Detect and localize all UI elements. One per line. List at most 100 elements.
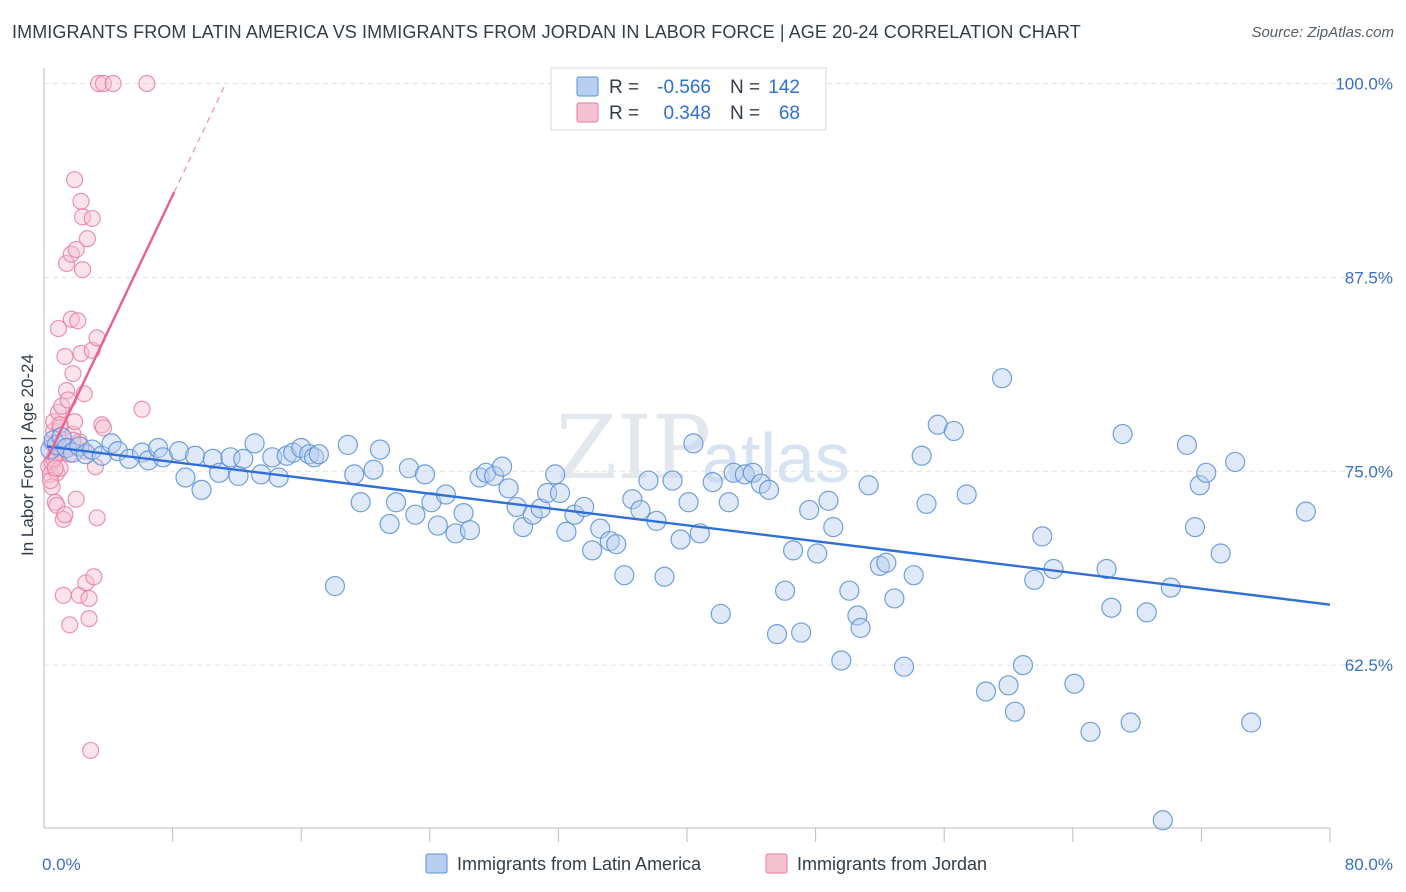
latin-america-point-41 (369, 439, 391, 460)
latin-america-point-52 (459, 520, 481, 541)
latin-america-point-123 (1080, 721, 1101, 742)
jordan-point-46 (82, 741, 100, 760)
latin-america-point-127 (1120, 712, 1141, 733)
latin-america-point-42 (379, 513, 400, 535)
latin-america-point-18 (175, 467, 196, 488)
y-tick-label-3: 100.0% (1335, 75, 1393, 94)
legend-r-value-2: 0.348 (663, 103, 711, 124)
latin-america-point-116 (998, 675, 1019, 696)
latin-america-point-125 (1101, 597, 1122, 618)
jordan-point-57 (104, 74, 122, 93)
latin-america-point-102 (850, 617, 871, 639)
latin-america-points (40, 368, 1316, 831)
latin-america-point-94 (791, 622, 812, 643)
latin-america-point-71 (606, 534, 627, 555)
latin-america-point-46 (414, 464, 436, 485)
latin-america-point-93 (782, 540, 804, 561)
latin-america-point-119 (1024, 569, 1045, 590)
latin-america-point-128 (1136, 602, 1157, 623)
y-tick-label-1: 75.0% (1345, 462, 1393, 481)
latin-america-point-120 (1032, 526, 1053, 547)
jordan-point-67 (46, 459, 64, 477)
latin-america-point-103 (858, 475, 879, 496)
latin-america-point-77 (654, 566, 675, 587)
jordan-point-49 (85, 568, 103, 586)
x-tick-label-min: 0.0% (42, 855, 81, 874)
latin-america-point-43 (385, 492, 407, 513)
jordan-trend-extension (173, 83, 227, 193)
jordan-point-32 (67, 490, 85, 508)
latin-america-point-136 (1225, 451, 1246, 473)
latin-america-point-92 (774, 580, 796, 601)
source-credit: Source: ZipAtlas.com (1251, 24, 1394, 41)
latin-america-point-87 (734, 464, 755, 485)
legend-n-value-1: 142 (768, 77, 800, 98)
jordan-point-30 (65, 413, 84, 431)
latin-america-point-138 (1295, 501, 1316, 522)
latin-america-point-99 (831, 650, 852, 671)
latin-america-trend-line (47, 445, 1331, 606)
latin-america-point-26 (244, 433, 265, 454)
latin-america-point-130 (1160, 577, 1181, 598)
latin-america-point-23 (220, 447, 241, 468)
latin-america-point-96 (807, 543, 828, 564)
latin-america-point-35 (308, 444, 329, 465)
legend-r-label-2: R = (609, 103, 639, 124)
latin-america-point-106 (884, 588, 905, 609)
jordan-point-60 (43, 478, 61, 496)
latin-america-point-122 (1064, 673, 1085, 694)
latin-america-point-38 (344, 464, 365, 485)
legend-blue-swatch (576, 76, 599, 97)
latin-america-point-63 (545, 464, 566, 485)
latin-america-point-29 (268, 467, 289, 488)
latin-america-point-117 (1004, 701, 1026, 722)
latin-america-point-28 (262, 447, 283, 468)
latin-america-point-100 (839, 580, 860, 601)
latin-america-point-17 (168, 441, 190, 462)
chart-title: IMMIGRANTS FROM LATIN AMERICA VS IMMIGRA… (12, 22, 1081, 42)
jordan-point-36 (72, 192, 90, 210)
latin-america-point-51 (453, 503, 474, 524)
legend-pink-swatch (576, 102, 599, 123)
latin-america-point-65 (556, 521, 577, 542)
latin-america-point-95 (799, 499, 820, 521)
latin-america-point-40 (363, 459, 384, 480)
latin-america-point-137 (1241, 712, 1262, 733)
latin-america-point-68 (582, 540, 603, 561)
jordan-point-11 (49, 319, 68, 338)
latin-america-point-129 (1152, 810, 1173, 831)
latin-america-point-109 (911, 445, 932, 466)
latin-america-point-110 (916, 493, 937, 514)
jordan-point-19 (56, 347, 74, 366)
legend-r-value-1: -0.566 (657, 77, 711, 98)
latin-america-point-91 (766, 624, 788, 645)
latin-america-point-135 (1210, 543, 1231, 564)
latin-america-point-84 (710, 603, 731, 625)
y-axis-title: In Labor Force | Age 20-24 (18, 354, 37, 556)
jordan-point-48 (83, 209, 101, 228)
latin-america-point-37 (337, 434, 358, 455)
latin-america-point-134 (1196, 462, 1217, 483)
latin-america-point-81 (683, 433, 704, 454)
latin-america-point-126 (1112, 423, 1133, 445)
jordan-point-31 (67, 240, 85, 259)
latin-america-point-20 (191, 479, 212, 500)
axes (43, 68, 1331, 842)
latin-america-point-56 (492, 456, 513, 477)
jordan-point-59 (133, 400, 151, 418)
jordan-point-23 (61, 616, 79, 634)
legend-n-value-2: 68 (779, 103, 800, 124)
latin-america-point-39 (350, 492, 371, 513)
legend-n-label-1: N = (730, 77, 760, 98)
y-tick-label-2: 87.5% (1345, 268, 1393, 287)
trend-lines (46, 83, 1331, 606)
latin-america-point-74 (630, 499, 651, 521)
latin-america-point-83 (702, 472, 723, 493)
jordan-point-18 (56, 506, 74, 524)
latin-america-point-80 (678, 492, 699, 513)
jordan-point-54 (94, 419, 113, 437)
latin-america-point-72 (614, 565, 635, 586)
latin-america-point-90 (758, 479, 780, 500)
latin-america-point-25 (233, 448, 254, 469)
